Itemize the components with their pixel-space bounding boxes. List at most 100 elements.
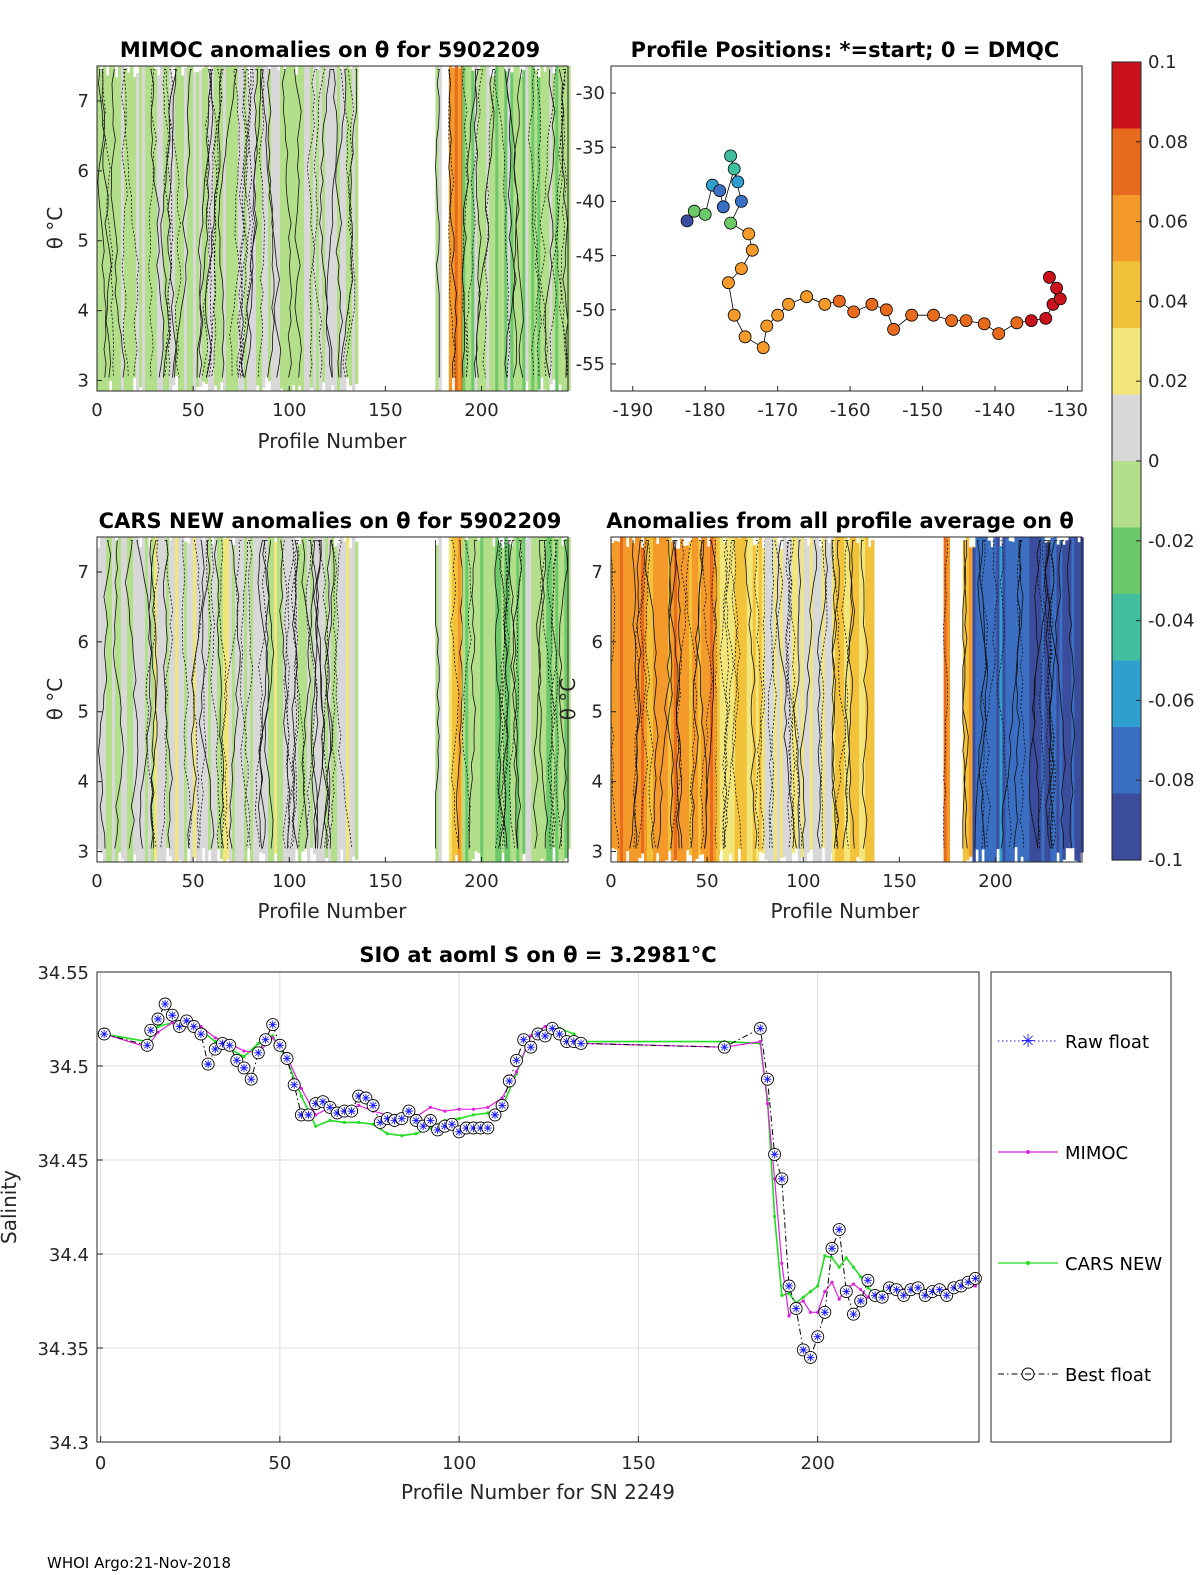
heatmap-cell xyxy=(806,545,811,853)
y-tick-label: 5 xyxy=(78,702,89,723)
y-tick-label: 34.3 xyxy=(49,1433,89,1454)
heatmap-cell xyxy=(184,541,188,862)
heatmap-cell xyxy=(247,537,251,849)
data-point-cars-new xyxy=(156,1024,160,1029)
profile-position xyxy=(887,322,900,336)
contour-line xyxy=(240,69,258,378)
data-point-raw-float xyxy=(311,1099,320,1108)
heatmap-cell xyxy=(546,537,550,862)
data-point-raw-float xyxy=(878,1293,887,1302)
contour-line xyxy=(629,540,640,849)
panel-mimoc: MIMOC anomalies on θ for 5902209 0 50 100 1… xyxy=(43,38,571,453)
profile-position xyxy=(687,204,701,218)
profile-position xyxy=(727,308,741,322)
heatmap-cell xyxy=(522,70,526,391)
heatmap-cell xyxy=(617,541,621,862)
profile-position xyxy=(1053,292,1067,306)
heatmap-cell xyxy=(531,66,535,391)
heatmap-cell xyxy=(262,66,266,388)
heatmap-cell xyxy=(525,66,529,382)
contour-line xyxy=(468,540,477,849)
heatmap-cell xyxy=(695,537,699,859)
heatmap-cell xyxy=(534,69,538,392)
heatmap-cell xyxy=(1050,537,1054,862)
heatmap-cell xyxy=(962,540,967,862)
x-tick-label: 100 xyxy=(272,400,306,421)
cars-axes-box xyxy=(96,536,569,863)
heatmap-cell xyxy=(668,537,672,851)
data-point-raw-float xyxy=(476,1124,485,1133)
colorbar-band xyxy=(1112,727,1141,795)
heatmap-cell xyxy=(465,66,469,391)
colorbar-band xyxy=(1112,594,1141,662)
heatmap-cell xyxy=(307,537,311,862)
contour-line xyxy=(290,540,306,849)
heatmap-cell xyxy=(340,537,344,850)
contour-line xyxy=(667,540,678,849)
heatmap-cell xyxy=(767,537,772,862)
heatmap-cell xyxy=(850,537,854,862)
contour-line xyxy=(254,540,268,849)
profile-position xyxy=(771,308,785,322)
heatmap-cell xyxy=(555,538,559,862)
data-point-cars-new xyxy=(851,1265,856,1269)
cars-heatmap xyxy=(97,537,571,862)
heatmap-cell xyxy=(641,547,645,854)
average-ylabel: θ °C xyxy=(556,678,580,721)
heatmap-cell xyxy=(343,66,347,391)
contour-line xyxy=(722,540,730,849)
contour-line xyxy=(785,540,796,849)
heatmap-cell xyxy=(968,547,973,857)
heatmap-cell xyxy=(689,541,693,856)
heatmap-cell xyxy=(734,537,739,862)
data-point-raw-float xyxy=(361,1093,370,1102)
contour-line xyxy=(674,540,682,849)
data-point-raw-float xyxy=(240,1063,248,1072)
heatmap-cell xyxy=(468,66,472,391)
data-point-cars-new xyxy=(830,1256,834,1260)
heatmap-cell xyxy=(451,68,456,378)
heatmap-cell xyxy=(483,537,487,862)
heatmap-cell xyxy=(1041,537,1045,862)
colorbar-band xyxy=(1112,195,1141,263)
data-point-raw-float xyxy=(892,1285,901,1294)
heatmap-cell xyxy=(567,66,571,391)
contour-line xyxy=(799,540,818,849)
data-point-mimoc xyxy=(830,1280,834,1284)
heatmap-cell xyxy=(124,68,128,391)
colorbar-tick-label: -0.06 xyxy=(1148,690,1195,711)
heatmap-cell xyxy=(118,66,122,391)
colorbar-tick-label: -0.08 xyxy=(1148,770,1195,791)
heatmap-cell xyxy=(501,547,505,853)
heatmap-cell xyxy=(127,72,131,391)
heatmap-cell xyxy=(211,544,215,862)
heatmap-cell xyxy=(495,537,499,862)
heatmap-cell xyxy=(277,537,281,862)
heatmap-cell xyxy=(537,77,541,390)
contour-line xyxy=(513,69,524,378)
data-point-cars-new xyxy=(572,1032,576,1036)
contour-line xyxy=(1045,540,1058,849)
profile-position xyxy=(959,314,973,328)
heatmap-cell xyxy=(1047,543,1051,862)
heatmap-cell xyxy=(632,543,636,862)
heatmap-cell xyxy=(1023,537,1027,862)
contour-line xyxy=(816,540,829,849)
heatmap-cell xyxy=(268,70,272,382)
heatmap-cell xyxy=(662,537,666,862)
data-point-cars-new xyxy=(471,1113,476,1117)
heatmap-cell xyxy=(803,538,808,862)
contour-line xyxy=(281,69,293,378)
heatmap-cell xyxy=(519,77,523,391)
y-tick-label: -30 xyxy=(576,83,605,104)
heatmap-cell xyxy=(713,537,717,862)
heatmap-cell xyxy=(277,70,281,391)
x-tick-label: 100 xyxy=(442,1453,476,1474)
heatmap-cell xyxy=(815,537,820,862)
data-point-mimoc xyxy=(973,1284,978,1288)
heatmap-cell xyxy=(528,66,532,391)
contour-line xyxy=(536,540,549,849)
heatmap-cell xyxy=(193,537,197,858)
data-point-raw-float xyxy=(777,1174,786,1183)
